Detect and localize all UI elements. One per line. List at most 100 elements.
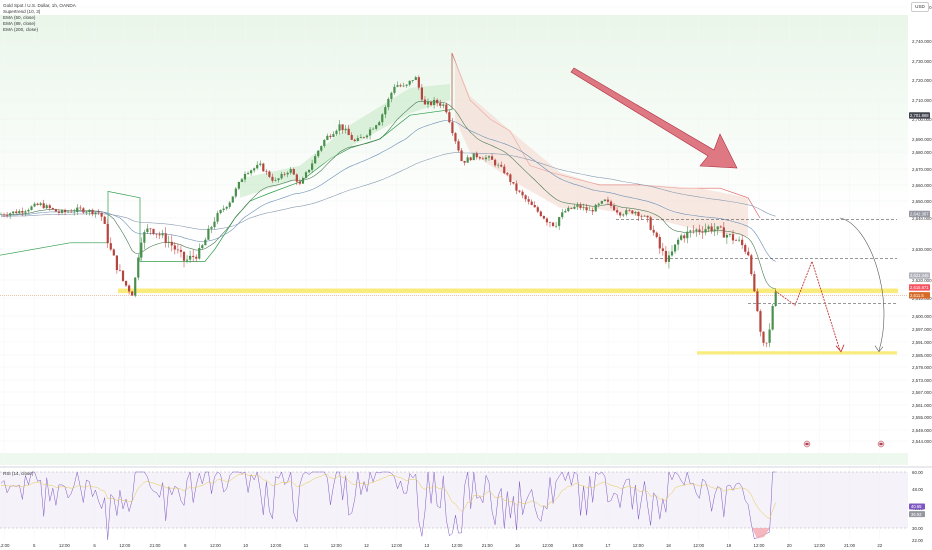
indicator-ema-89[interactable]: EMA (89, close): [3, 21, 36, 26]
candle-body: [637, 211, 640, 217]
candle-body: [616, 210, 619, 213]
candle-body: [82, 208, 85, 213]
candle-body: [579, 204, 582, 208]
candle-body: [497, 164, 500, 166]
candle-body: [393, 86, 396, 93]
candle-body: [259, 163, 262, 165]
candle-body: [460, 150, 463, 161]
candle-body: [344, 128, 347, 131]
indicator-supertrend[interactable]: Supertrend (10, 3): [3, 9, 41, 14]
candle-body: [463, 160, 466, 163]
candle-body: [368, 129, 372, 136]
candle-body: [738, 239, 741, 241]
candle-body: [564, 211, 567, 213]
candle-body: [314, 156, 317, 164]
candle-body: [323, 139, 326, 147]
candle-body: [649, 217, 652, 230]
candle-body: [225, 206, 228, 209]
candle-body: [759, 311, 762, 332]
candle-body: [228, 202, 231, 207]
candle-body: [350, 135, 353, 140]
candle-body: [100, 212, 103, 217]
ema-89-line: [1, 120, 776, 262]
candle-body: [277, 178, 280, 180]
indicator-ema-50[interactable]: EMA (50, close): [3, 15, 36, 20]
indicator-ema-200[interactable]: EMA (200, close): [3, 27, 38, 32]
candle-body: [2, 214, 6, 216]
candle-body: [237, 181, 240, 189]
candle-body: [54, 209, 57, 212]
candle-body: [731, 234, 735, 241]
candle-body: [686, 231, 689, 239]
price-badges: 2,701.868 2,642.387 2,621.445 2,615.871 2,61…: [909, 112, 930, 299]
time-tick-label: 12:00: [754, 543, 766, 548]
candle-body: [457, 141, 460, 151]
candle-body: [326, 135, 329, 140]
currency-button[interactable]: USD: [911, 2, 929, 12]
candle-body: [320, 146, 323, 151]
candle-body: [768, 329, 771, 343]
candle-body: [472, 153, 475, 161]
candle-body: [85, 212, 88, 213]
candle-body: [268, 171, 271, 177]
time-tick-label: 9: [184, 543, 187, 548]
candle-body: [582, 207, 585, 208]
candle-body: [609, 201, 613, 206]
candle-body: [12, 211, 15, 214]
time-tick-label: 12:00: [693, 543, 705, 548]
time-tick-label: 19: [726, 543, 731, 548]
price-tick-label: 2,670.000: [912, 167, 932, 172]
candle-body: [88, 209, 91, 213]
candle-body: [667, 255, 671, 262]
candle-body: [612, 205, 616, 211]
candles: [0, 75, 777, 348]
price-tick-label: 2,600.000: [912, 314, 932, 319]
candle-body: [189, 255, 192, 260]
candle-body: [524, 195, 527, 200]
candle-body: [179, 249, 183, 252]
candle-body: [67, 211, 70, 213]
candle-body: [710, 226, 713, 232]
price-tick-label: 2,567.000: [912, 390, 932, 395]
candle-body: [606, 199, 610, 202]
rsi-title[interactable]: RSI (14, close): [3, 471, 34, 476]
candle-body: [585, 207, 588, 211]
ema-50-line: [1, 100, 776, 289]
candle-body: [298, 181, 301, 184]
candle-body: [567, 207, 570, 212]
candle-body: [387, 98, 390, 108]
time-tick-label: 17: [606, 543, 611, 548]
candle-body: [512, 181, 515, 184]
time-tick-label: 12:00: [633, 543, 645, 548]
candle-body: [518, 190, 521, 192]
candle-body: [262, 163, 265, 172]
price-axis: 2,752.0002,740.0002,730.0002,720.0002,71…: [912, 5, 932, 444]
candle-body: [375, 125, 378, 129]
time-tick-label: 6: [93, 543, 96, 548]
rsi-value-label: 36.92: [911, 512, 922, 517]
candle-body: [341, 124, 344, 131]
candle-body: [365, 135, 369, 138]
candle-body: [9, 213, 12, 216]
candle-body: [256, 164, 259, 169]
candle-body: [36, 203, 39, 205]
ema-200-line: [1, 152, 776, 230]
price-badge: [909, 210, 930, 218]
candle-body: [167, 241, 170, 243]
candle-body: [490, 156, 494, 160]
candle-body: [195, 256, 198, 259]
candle-body: [588, 210, 591, 211]
time-tick-label: 12:00: [542, 543, 554, 548]
candle-body: [265, 171, 268, 172]
candle-body: [551, 222, 555, 226]
candle-body: [317, 150, 320, 157]
price-badge-label: 2,611.5: [910, 293, 924, 298]
candle-body: [27, 209, 30, 212]
candle-body: [722, 227, 725, 238]
candle-body: [539, 211, 542, 217]
candle-body: [311, 163, 314, 170]
candle-body: [378, 122, 381, 126]
candle-body: [545, 218, 549, 223]
